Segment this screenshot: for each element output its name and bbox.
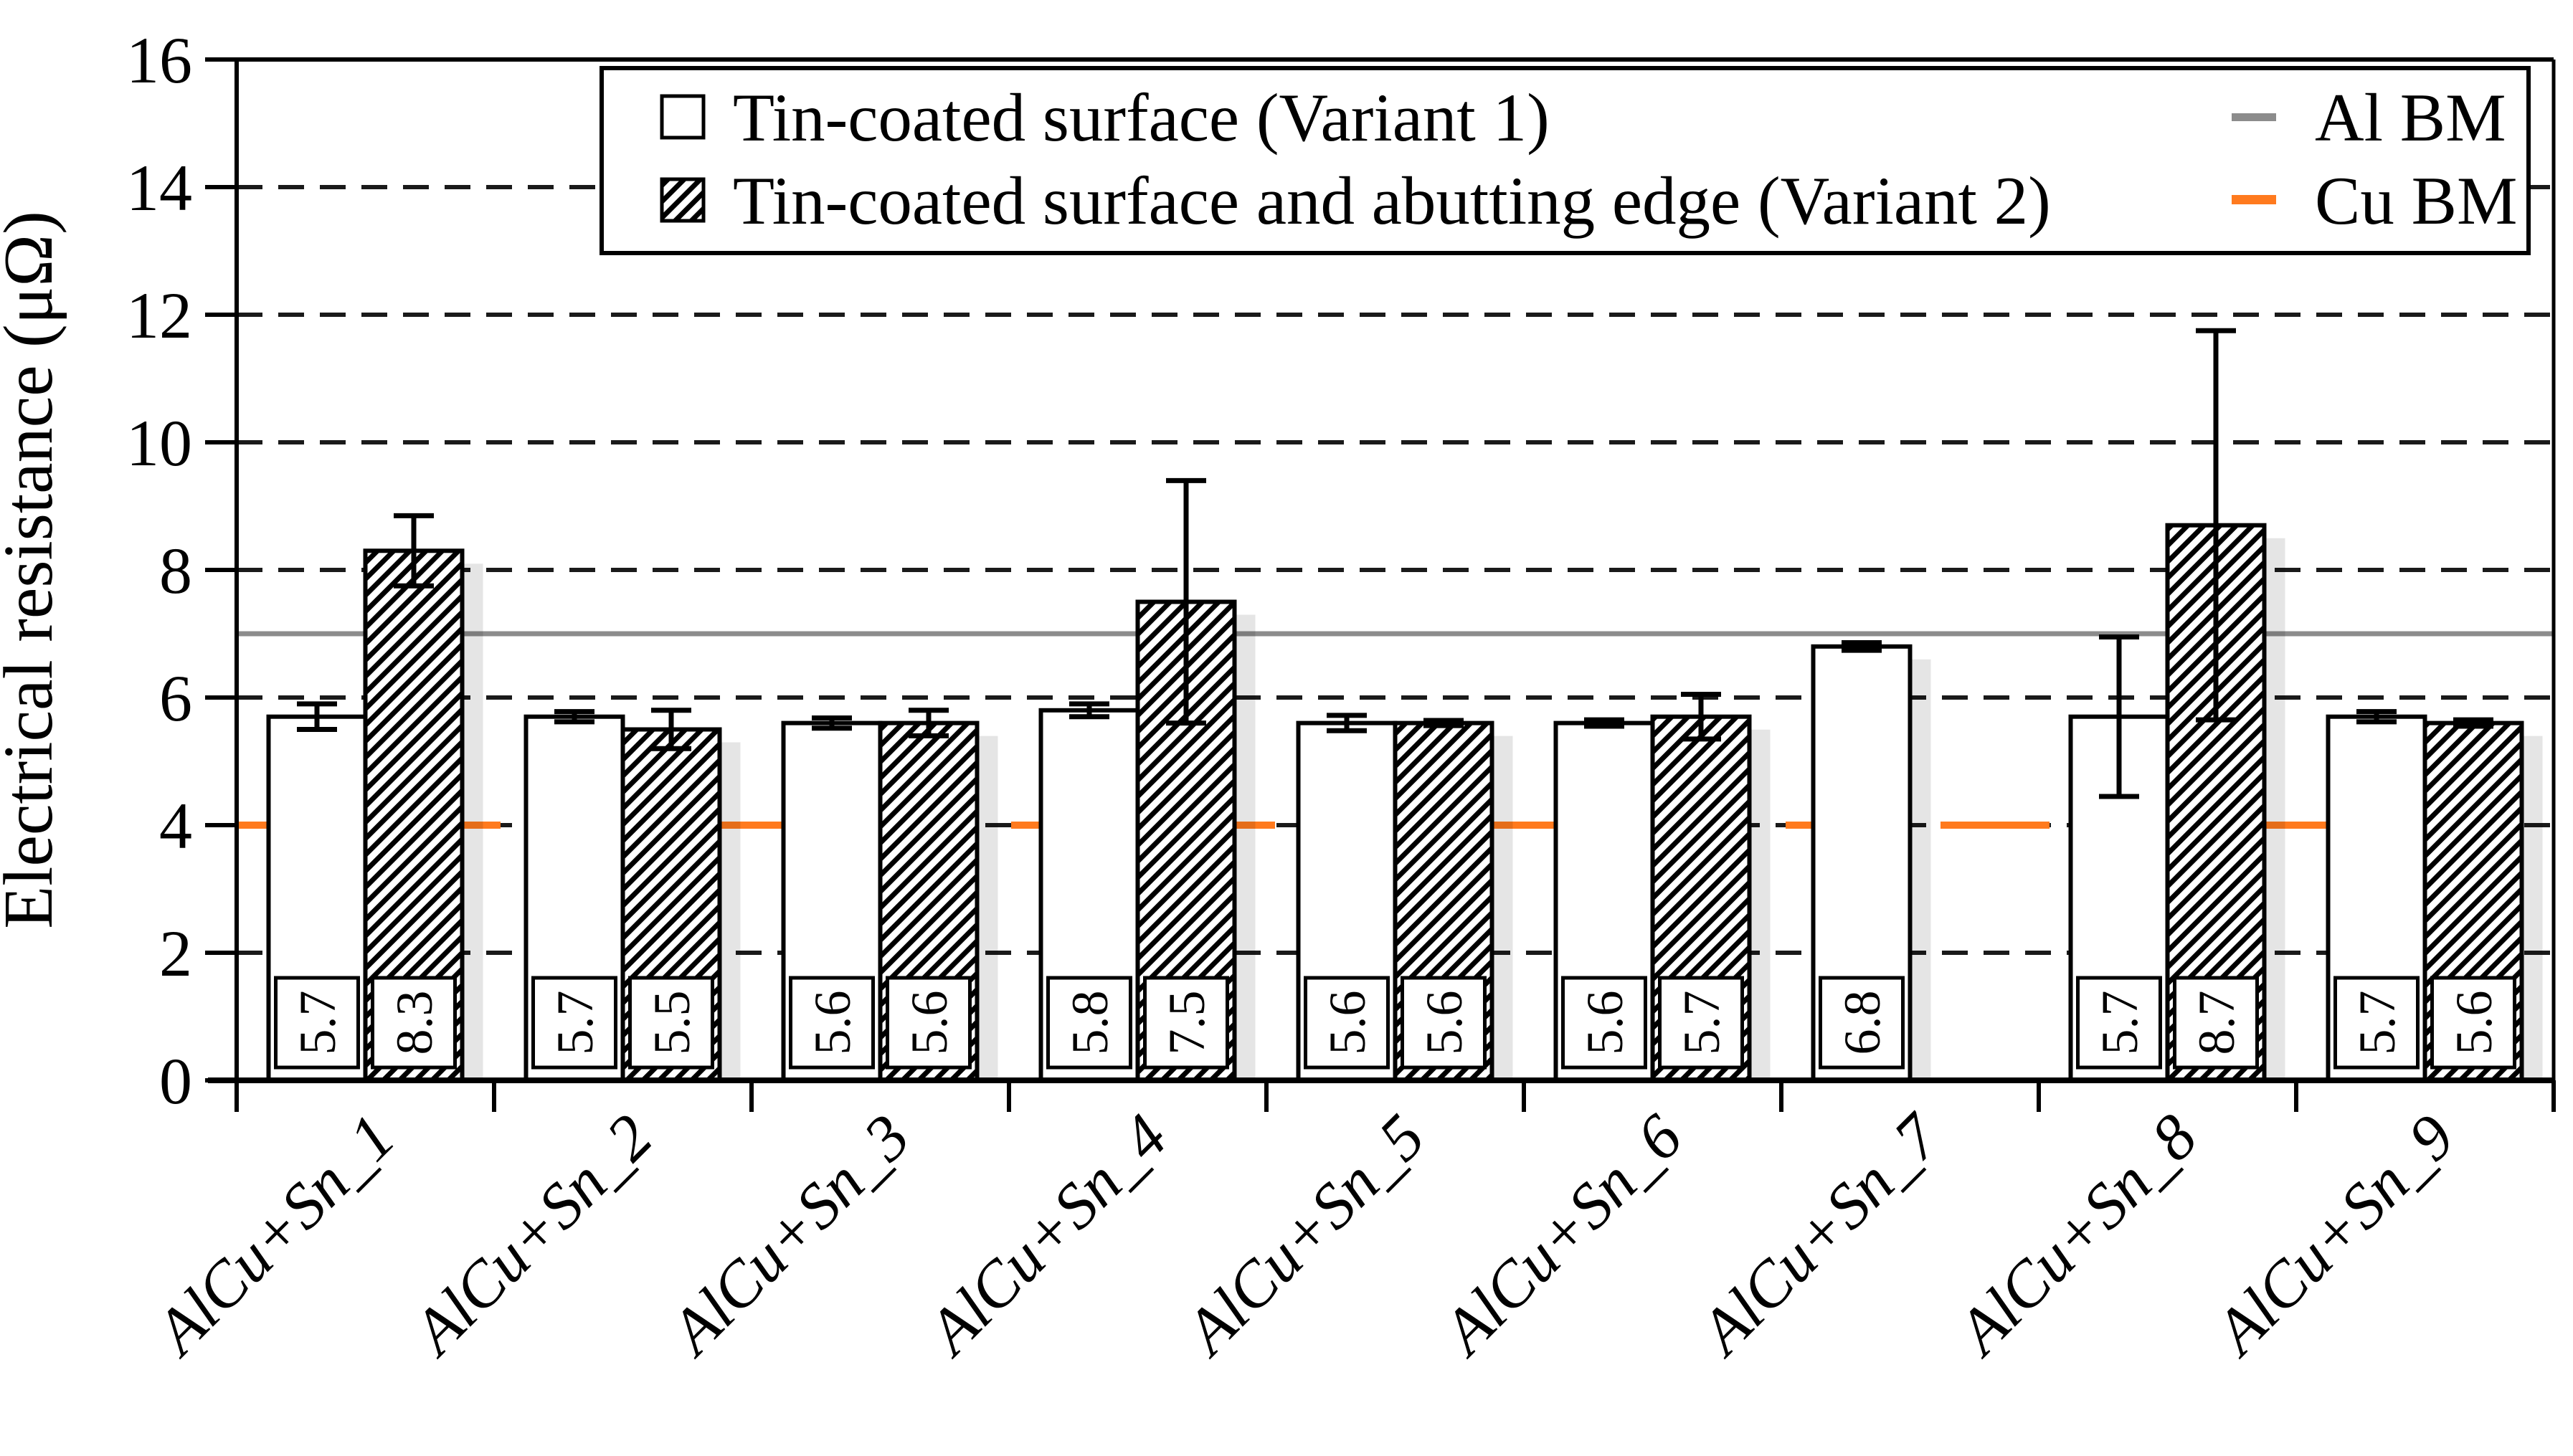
bar-value-label: 5.6 [901, 991, 958, 1055]
y-axis-title: Electrical resistance (μΩ) [0, 211, 67, 928]
y-tick-label-0: 0 [159, 1045, 192, 1118]
gray-dash-swatch-icon [2232, 113, 2276, 121]
legend-box [600, 66, 2531, 255]
x-category-label-4: AlCu+Sn_4 [912, 1101, 1181, 1370]
x-category-label-6: AlCu+Sn_6 [1427, 1101, 1696, 1370]
bar-value-box [2430, 976, 2516, 1070]
x-category-label-1: AlCu+Sn_1 [140, 1101, 409, 1370]
hatched-bar-swatch-icon [660, 177, 706, 223]
x-category-label-9: AlCu+Sn_9 [2199, 1101, 2468, 1370]
bar-value-label: 5.7 [2091, 991, 2148, 1055]
bar-value-label: 5.6 [2445, 991, 2503, 1055]
bar-value-label: 5.7 [289, 991, 346, 1055]
y-tick-label-6: 6 [159, 662, 192, 735]
bar-shadow [1912, 659, 1931, 1080]
legend: Tin-coated surface (Variant 1) Tin-coate… [600, 66, 2531, 255]
bar-value-label: 5.6 [1416, 991, 1473, 1055]
bar-value-label: 5.7 [546, 991, 604, 1055]
white-bar-swatch-icon [660, 94, 706, 140]
legend-label-al-bm: Al BM [2315, 80, 2506, 156]
bar-shadow [2524, 736, 2543, 1080]
bar-shadow [464, 563, 483, 1080]
bar-value-box [789, 976, 875, 1070]
bar-shadow [1751, 729, 1771, 1080]
bar-shadow [1236, 614, 1256, 1080]
bar-value-box [2173, 976, 2259, 1070]
bar-value-box [628, 976, 714, 1070]
bar-value-box [1143, 976, 1229, 1070]
y-tick-label-8: 8 [159, 534, 192, 607]
x-category-label-7: AlCu+Sn_7 [1684, 1099, 1955, 1369]
bar-value-label: 5.7 [2349, 991, 2406, 1055]
bar-value-box [1046, 976, 1132, 1070]
x-category-label-5: AlCu+Sn_5 [1170, 1101, 1439, 1370]
bar-value-label: 8.3 [386, 991, 443, 1055]
bar-value-label: 5.6 [1319, 991, 1376, 1055]
bar-value-box [1561, 976, 1647, 1070]
bar-value-box [2076, 976, 2162, 1070]
legend-entry-variant1: Tin-coated surface (Variant 1) [660, 80, 1550, 156]
bar-value-box [886, 976, 972, 1070]
bar-value-box [1401, 976, 1487, 1070]
bar-value-box [371, 976, 457, 1070]
x-category-label-2: AlCu+Sn_2 [397, 1101, 666, 1370]
bar-shadow [979, 736, 998, 1080]
legend-entry-cu-bm: Cu BM [2232, 163, 2517, 239]
bar-value-label: 5.7 [1673, 991, 1730, 1055]
y-tick-label-12: 12 [126, 279, 192, 352]
legend-label-variant2: Tin-coated surface and abutting edge (Va… [733, 163, 2051, 239]
bar-value-label: 8.7 [2188, 991, 2245, 1055]
legend-label-variant1: Tin-coated surface (Variant 1) [733, 80, 1550, 156]
orange-dash-swatch-icon [2232, 195, 2276, 204]
legend-entry-al-bm: Al BM [2232, 80, 2506, 156]
bar-value-label: 5.6 [804, 991, 861, 1055]
bar-shadow [721, 742, 741, 1080]
bar-value-box [274, 976, 360, 1070]
bar-value-box [1819, 976, 1905, 1070]
y-tick-label-14: 14 [126, 151, 192, 224]
bar-value-box [2333, 976, 2420, 1070]
bar-shadow [2266, 538, 2285, 1080]
bar-shadow [1494, 736, 1513, 1080]
bar-value-box [531, 976, 617, 1070]
legend-label-cu-bm: Cu BM [2315, 163, 2517, 239]
x-category-label-3: AlCu+Sn_3 [655, 1101, 924, 1370]
bar-value-label: 5.8 [1061, 991, 1119, 1055]
y-tick-label-2: 2 [159, 917, 192, 990]
bar-value-label: 6.8 [1834, 991, 1891, 1055]
bar-value-box [1658, 976, 1744, 1070]
legend-entry-variant2: Tin-coated surface and abutting edge (Va… [660, 163, 2051, 239]
bar-value-label: 5.6 [1576, 991, 1634, 1055]
y-tick-label-16: 16 [126, 24, 192, 97]
x-category-label-8: AlCu+Sn_8 [1942, 1101, 2211, 1370]
bar-value-label: 5.5 [643, 991, 701, 1055]
bar-value-box [1304, 976, 1390, 1070]
bar-value-label: 7.5 [1158, 991, 1216, 1055]
y-tick-label-10: 10 [126, 406, 192, 480]
y-tick-label-4: 4 [159, 789, 192, 862]
